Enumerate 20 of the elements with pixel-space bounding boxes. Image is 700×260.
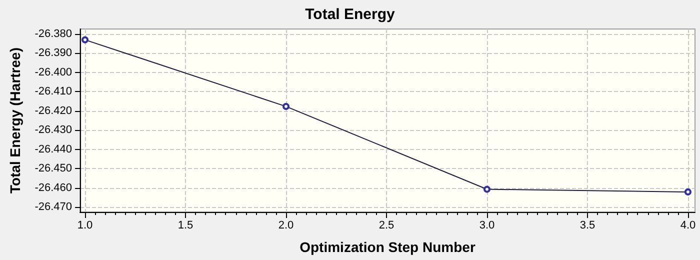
y-tick-label: -26.420 — [34, 104, 72, 117]
y-axis-title: Total Energy (Hartree) — [7, 48, 23, 194]
y-tick-label: -26.400 — [34, 66, 72, 78]
y-tick-label: -26.450 — [34, 162, 72, 175]
x-tick-label: 3.0 — [479, 220, 495, 232]
x-tick-label: 2.0 — [278, 220, 294, 232]
y-tick-label: -26.470 — [34, 201, 72, 214]
y-tick-label: -26.430 — [34, 124, 72, 136]
x-axis-title: Optimization Step Number — [300, 239, 476, 255]
y-tick-label: -26.390 — [34, 47, 72, 60]
y-tick-label: -26.440 — [34, 143, 72, 156]
x-tick-label: 2.5 — [378, 220, 394, 232]
x-tick-label: 1.5 — [178, 220, 194, 232]
x-tick-label: 4.0 — [680, 220, 696, 232]
y-tick-label: -26.460 — [34, 182, 72, 194]
chart-title: Total Energy — [305, 6, 396, 23]
y-tick-label: -26.410 — [34, 86, 72, 98]
x-tick-label: 3.5 — [580, 220, 596, 232]
x-tick-label: 1.0 — [77, 220, 93, 232]
y-tick-label: -26.380 — [34, 28, 72, 40]
